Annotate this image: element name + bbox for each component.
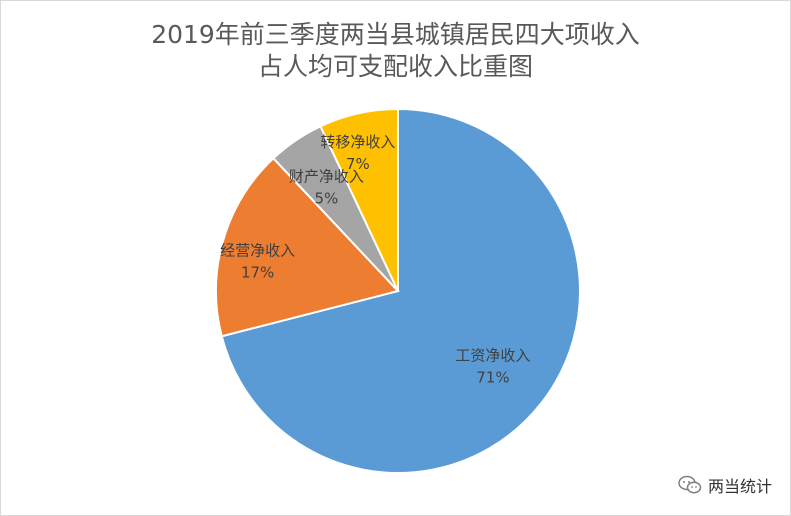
pie-slice-business bbox=[215, 156, 400, 338]
chart-title-line-2: 占人均可支配收入比重图 bbox=[257, 52, 533, 81]
pie-slice-transfer bbox=[319, 107, 399, 292]
slice-label-transfer: 转移净收入 bbox=[320, 133, 395, 151]
slice-label-business: 经营净收入 bbox=[220, 242, 295, 260]
slice-percent-business: 17% bbox=[241, 264, 274, 282]
watermark: 两当统计 bbox=[678, 473, 772, 497]
watermark-text: 两当统计 bbox=[707, 477, 772, 496]
slice-percent-transfer: 7% bbox=[346, 155, 370, 173]
wechat-icon bbox=[678, 475, 702, 494]
pie-slice-wage bbox=[220, 107, 581, 474]
chart-title-line-1: 2019年前三季度两当县城镇居民四大项收入 bbox=[151, 20, 640, 49]
slice-percent-property: 5% bbox=[314, 190, 338, 208]
slice-percent-wage: 71% bbox=[476, 369, 509, 387]
slice-label-property: 财产净收入 bbox=[289, 168, 364, 186]
chart-title: 2019年前三季度两当县城镇居民四大项收入 占人均可支配收入比重图 bbox=[1, 19, 790, 83]
slice-label-wage: 工资净收入 bbox=[455, 347, 530, 365]
